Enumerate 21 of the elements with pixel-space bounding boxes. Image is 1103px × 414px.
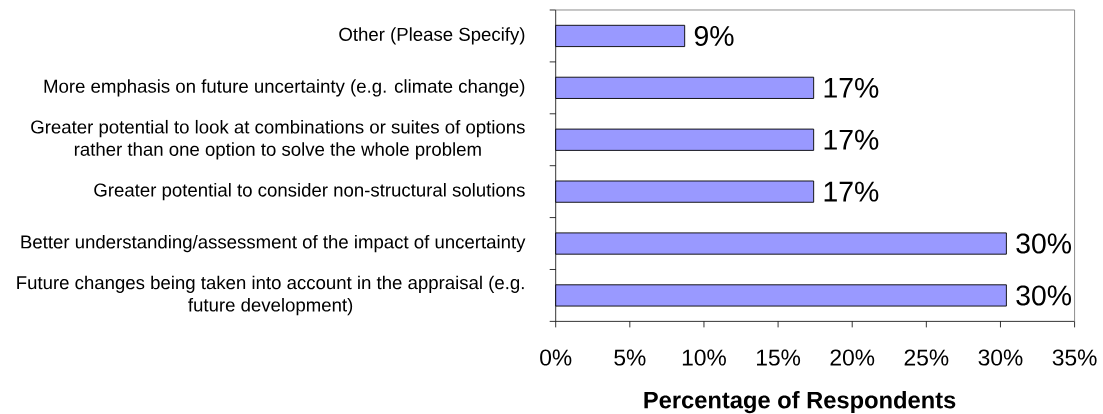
data-label: 30% bbox=[1016, 233, 1072, 254]
x-tick-label: 20% bbox=[830, 349, 875, 366]
x-tick-label: 10% bbox=[682, 349, 726, 366]
x-axis-title: Percentage of Respondents bbox=[644, 391, 956, 414]
y-tick-label: Greater potential to consider non-structural solutions bbox=[94, 182, 525, 201]
data-label: 17% bbox=[824, 77, 879, 98]
data-label: 9% bbox=[694, 25, 734, 46]
data-label: 17% bbox=[824, 181, 879, 202]
data-label: 30% bbox=[1016, 285, 1072, 306]
x-tick-label: 30% bbox=[978, 349, 1023, 366]
y-tick-label: Greater potential to look at combinations or suites of options rather than one option to solve the whole problem bbox=[31, 119, 525, 160]
x-tick-label: 0% bbox=[540, 349, 572, 366]
y-tick-label: Future changes being taken into account in the appraisal (e.g. future development) bbox=[17, 275, 524, 316]
x-tick-label: 25% bbox=[904, 349, 949, 366]
x-tick-label: 15% bbox=[757, 349, 801, 366]
y-tick-label: Other (Please Specify) bbox=[339, 27, 525, 45]
x-tick-label: 5% bbox=[614, 349, 646, 366]
y-tick-label: Better understanding/assessment of the impact of uncertainty bbox=[21, 234, 526, 253]
y-tick-label: More emphasis on future uncertainty (e.g. climate change) bbox=[44, 79, 525, 97]
data-label: 17% bbox=[824, 129, 879, 150]
x-tick-label: 35% bbox=[1052, 349, 1097, 366]
